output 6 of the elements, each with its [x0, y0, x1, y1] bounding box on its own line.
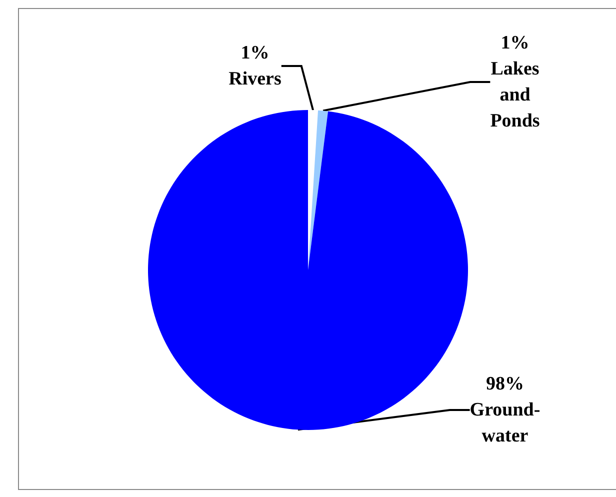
slice-label: Rivers	[228, 68, 282, 90]
data-label: 1%	[240, 42, 270, 64]
data-label: 98%	[486, 374, 524, 394]
slice-label: Lakes and Ponds	[490, 58, 540, 132]
slice-label: Ground-water	[470, 400, 540, 446]
data-label: 1%	[500, 32, 530, 54]
